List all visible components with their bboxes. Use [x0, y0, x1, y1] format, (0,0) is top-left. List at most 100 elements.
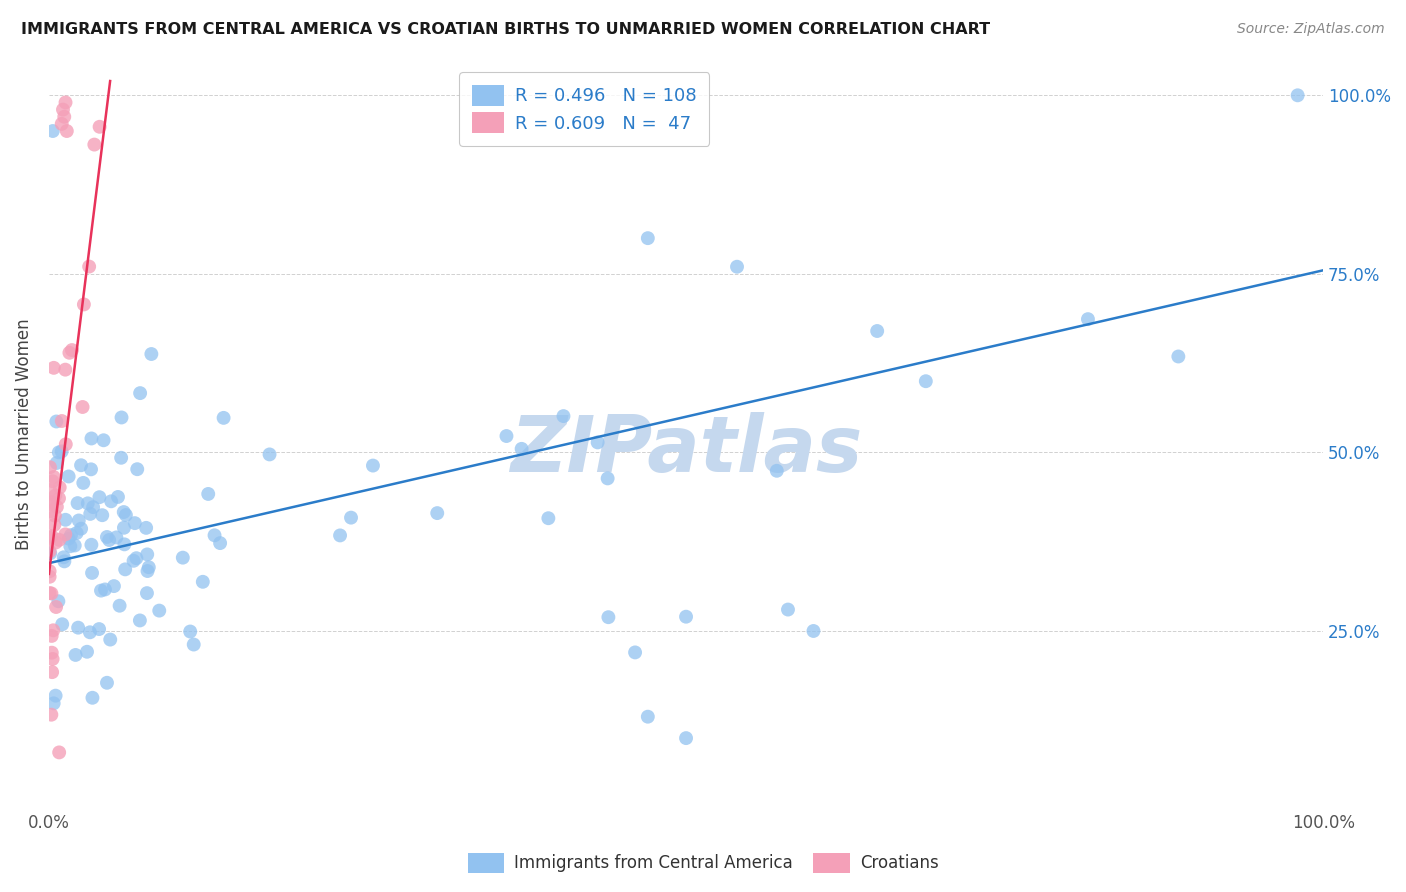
Point: [510, 442, 533, 456]
Point: [725, 260, 748, 274]
Point: [42, 470, 65, 484]
Point: [914, 374, 936, 388]
Point: [55, 95, 77, 110]
Point: [212, 410, 235, 425]
Point: [41, 646, 63, 660]
Point: [51, 617, 73, 632]
Point: [122, 554, 145, 568]
Point: [340, 510, 363, 524]
Point: [45, 456, 67, 470]
Point: [179, 624, 201, 639]
Point: [90, 583, 112, 598]
Point: [89, 120, 111, 134]
Point: [45, 535, 67, 549]
Point: [128, 614, 150, 628]
Point: [38, 564, 60, 578]
Point: [803, 624, 825, 638]
Point: [38, 544, 60, 558]
Point: [53, 554, 76, 568]
Point: [70, 522, 93, 536]
Point: [39, 483, 62, 497]
Point: [66, 496, 89, 510]
Point: [58, 345, 80, 359]
Y-axis label: Births to Unmarried Women: Births to Unmarried Women: [15, 318, 32, 550]
Point: [136, 548, 159, 562]
Point: [42, 124, 65, 138]
Point: [197, 487, 219, 501]
Point: [55, 513, 77, 527]
Point: [675, 731, 697, 745]
Point: [87, 622, 110, 636]
Point: [108, 599, 131, 613]
Point: [537, 511, 560, 525]
Point: [51, 117, 73, 131]
Point: [98, 533, 121, 547]
Legend: R = 0.496   N = 108, R = 0.609   N =  47: R = 0.496 N = 108, R = 0.609 N = 47: [458, 72, 709, 145]
Point: [59, 539, 82, 553]
Point: [41, 707, 63, 722]
Point: [596, 471, 619, 485]
Point: [553, 409, 575, 423]
Point: [80, 462, 103, 476]
Point: [41, 529, 63, 543]
Point: [866, 324, 889, 338]
Point: [675, 609, 697, 624]
Point: [112, 505, 135, 519]
Point: [624, 645, 647, 659]
Point: [65, 648, 87, 662]
Point: [41, 629, 63, 643]
Point: [105, 530, 128, 544]
Point: [38, 570, 60, 584]
Point: [110, 450, 132, 465]
Point: [100, 494, 122, 508]
Point: [1167, 350, 1189, 364]
Point: [183, 638, 205, 652]
Point: [259, 447, 281, 461]
Point: [80, 538, 103, 552]
Point: [83, 137, 105, 152]
Point: [58, 469, 80, 483]
Point: [77, 260, 100, 274]
Point: [136, 564, 159, 578]
Point: [58, 532, 80, 546]
Point: [79, 625, 101, 640]
Point: [110, 410, 132, 425]
Point: [73, 297, 96, 311]
Point: [96, 675, 118, 690]
Point: [66, 526, 89, 541]
Point: [38, 586, 60, 600]
Point: [136, 586, 159, 600]
Point: [42, 624, 65, 638]
Point: [42, 360, 65, 375]
Point: [112, 521, 135, 535]
Point: [63, 539, 86, 553]
Point: [114, 562, 136, 576]
Point: [329, 528, 352, 542]
Point: [45, 600, 67, 615]
Point: [1286, 88, 1309, 103]
Point: [361, 458, 384, 473]
Point: [60, 343, 83, 357]
Point: [67, 621, 90, 635]
Point: [45, 415, 67, 429]
Point: [82, 690, 104, 705]
Point: [53, 110, 76, 124]
Point: [1077, 312, 1099, 326]
Point: [191, 574, 214, 589]
Point: [67, 513, 90, 527]
Point: [41, 652, 63, 666]
Text: ZIPatlas: ZIPatlas: [510, 411, 862, 488]
Point: [637, 709, 659, 723]
Point: [51, 444, 73, 458]
Point: [776, 602, 799, 616]
Point: [124, 516, 146, 530]
Point: [637, 231, 659, 245]
Legend: Immigrants from Central America, Croatians: Immigrants from Central America, Croatia…: [461, 847, 945, 880]
Point: [44, 489, 66, 503]
Point: [39, 460, 62, 475]
Point: [38, 497, 60, 511]
Point: [94, 582, 117, 597]
Point: [41, 475, 63, 489]
Point: [41, 586, 63, 600]
Point: [42, 696, 65, 710]
